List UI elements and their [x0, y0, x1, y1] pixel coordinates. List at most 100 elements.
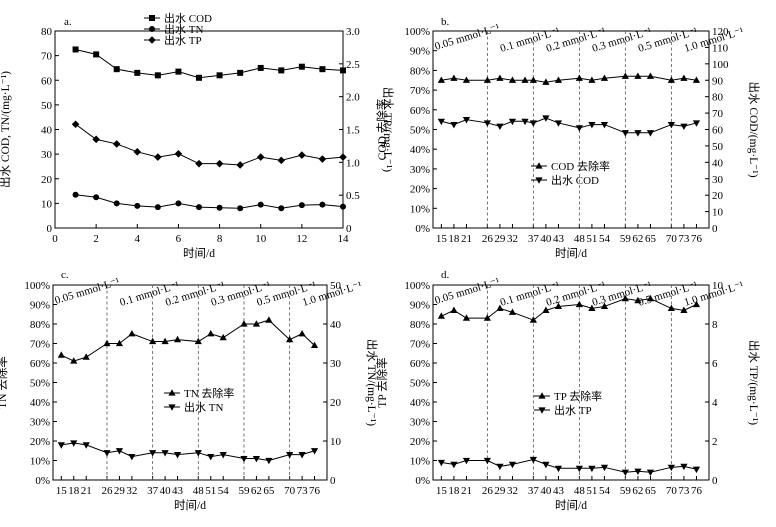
y-tick-label: 10% [410, 456, 430, 468]
y-tick-label: 10% [30, 456, 50, 468]
x-tick-label: 4 [135, 233, 141, 245]
data-point [161, 450, 169, 457]
data-point [196, 74, 202, 81]
data-point [92, 135, 100, 144]
legend-label: 出水 TP [164, 33, 202, 47]
y2-tick-label: 0 [712, 223, 718, 235]
data-point [240, 320, 248, 327]
y-tick-label: 90% [410, 46, 430, 58]
data-point [319, 201, 326, 208]
panel-label: b. [441, 16, 450, 28]
y-tick-label: 70 [41, 51, 53, 63]
y2-tick-label: 6 [712, 358, 718, 370]
data-point [680, 306, 688, 313]
legend-label: COD 去除率 [551, 159, 610, 173]
data-point [667, 304, 675, 311]
data-point [600, 74, 609, 81]
data-point [252, 455, 261, 463]
y-tick-label: 40% [410, 397, 430, 409]
data-point [588, 76, 596, 83]
x-tick-label: 37 [528, 233, 540, 245]
x-tick-label: 65 [263, 485, 275, 497]
data-point [634, 296, 642, 304]
data-point [219, 452, 227, 459]
y-tick-label: 20% [30, 436, 50, 448]
x-tick-label: 43 [553, 485, 565, 497]
data-point [286, 335, 294, 343]
data-point [278, 205, 285, 212]
data-point [277, 156, 286, 165]
legend-label: 出水 COD [551, 173, 599, 187]
y2-tick-label: 20 [330, 397, 342, 409]
data-point [113, 66, 120, 73]
x-tick-label: 73 [678, 233, 690, 245]
legend-marker [535, 177, 543, 184]
x-tick-label: 65 [645, 233, 657, 245]
legend-marker [149, 26, 155, 32]
x-tick-label: 43 [172, 485, 184, 497]
panel-label: c. [61, 269, 69, 281]
plot-frame [432, 284, 710, 481]
data-point [588, 465, 596, 473]
y2-tick-label: 1.5 [346, 125, 360, 137]
data-point [462, 314, 471, 321]
data-point [634, 468, 642, 476]
data-point [462, 117, 471, 124]
y2-tick-label: 20 [712, 190, 724, 202]
x-tick-label: 40 [160, 485, 172, 497]
data-point [529, 316, 537, 323]
data-point [450, 461, 458, 469]
y2-tick-label: 80 [712, 92, 724, 104]
data-point [112, 140, 121, 148]
data-point [298, 151, 306, 159]
y-axis-title: TP 去除率 [375, 357, 389, 407]
y2-tick-label: 30 [330, 358, 342, 370]
y-tick-label: 60 [41, 75, 53, 87]
x-tick-label: 32 [507, 485, 518, 497]
data-point [113, 200, 120, 207]
data-point [646, 130, 655, 137]
data-point [173, 335, 182, 343]
x-tick-label: 59 [238, 485, 250, 497]
data-point [462, 457, 471, 465]
y2-tick-label: 0 [712, 475, 718, 487]
x-tick-label: 2 [93, 233, 99, 245]
y2-tick-label: 60 [712, 125, 724, 137]
data-point [219, 333, 227, 341]
x-axis-title: 时间/d [555, 499, 587, 512]
series-line [441, 298, 697, 321]
data-point [257, 201, 264, 208]
data-point [298, 329, 306, 337]
series-line [61, 442, 315, 462]
y-tick-label: 20% [410, 184, 430, 196]
data-point [554, 465, 563, 473]
x-tick-label: 51 [586, 233, 597, 245]
data-point [318, 155, 327, 163]
panel-label: d. [441, 269, 450, 281]
data-point [588, 304, 596, 311]
data-point [82, 442, 90, 449]
data-point [298, 202, 305, 209]
data-point [496, 463, 504, 471]
y2-tick-label: 0.5 [346, 190, 360, 202]
data-point [692, 76, 701, 83]
data-point [310, 448, 319, 455]
data-point [216, 204, 223, 211]
data-point [175, 68, 182, 75]
y-tick-label: 40% [410, 144, 430, 156]
legend-marker [148, 36, 156, 44]
y2-tick-label: 110 [712, 42, 729, 54]
data-point [154, 153, 162, 161]
data-point [196, 204, 202, 211]
legend-marker [538, 392, 546, 399]
x-tick-label: 70 [666, 233, 678, 245]
x-tick-label: 48 [574, 233, 586, 245]
data-point [575, 74, 583, 81]
y-tick-label: 90% [30, 300, 50, 312]
x-tick-label: 54 [599, 233, 611, 245]
data-point [600, 121, 609, 129]
data-point [692, 466, 701, 474]
x-tick-label: 37 [528, 485, 540, 497]
